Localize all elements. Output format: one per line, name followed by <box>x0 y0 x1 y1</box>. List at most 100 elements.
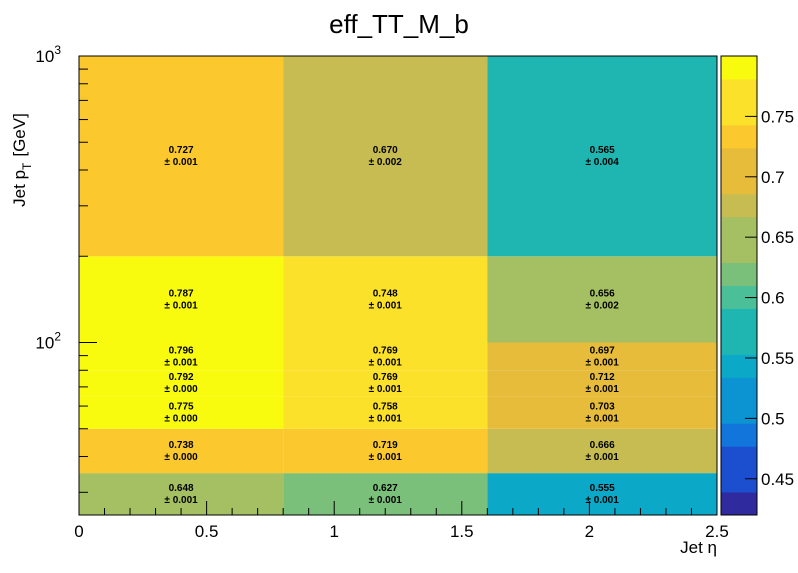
cell-value: 0.565 <box>590 145 615 156</box>
colorbar-segment <box>721 423 757 447</box>
y-axis-label-main: Jet p <box>10 170 29 207</box>
colorbar-segment <box>721 193 757 218</box>
heatmap-cell <box>79 342 284 371</box>
cell-value: 0.627 <box>373 483 398 494</box>
cell-error: ± 0.001 <box>164 495 198 506</box>
plot-frame <box>78 55 718 516</box>
cell-error: ± 0.004 <box>586 157 620 168</box>
svg-text:Jet pT[GeV]: Jet pT [GeV] <box>10 113 34 207</box>
colorbar-segment <box>721 239 757 264</box>
colorbar-tick-label: 0.5 <box>761 409 785 428</box>
cell-error: ± 0.002 <box>369 157 403 168</box>
cell-error: ± 0.001 <box>164 357 198 368</box>
heatmap-cell <box>487 370 717 397</box>
cell-error: ± 0.002 <box>586 300 620 311</box>
cell-value: 0.555 <box>590 483 615 494</box>
cell-error: ± 0.001 <box>369 452 403 463</box>
cell-value: 0.666 <box>590 440 615 451</box>
y-axis-label-unit: [GeV] <box>10 113 29 156</box>
colorbar-tick-label: 0.75 <box>761 107 794 126</box>
cell-error: ± 0.001 <box>369 495 403 506</box>
colorbar-segment <box>721 285 757 309</box>
x-tick-label: 2 <box>585 522 594 541</box>
heatmap-cell <box>79 428 284 474</box>
cell-value: 0.648 <box>169 483 194 494</box>
cell-error: ± 0.001 <box>369 357 403 368</box>
colorbar-segment <box>721 308 757 332</box>
x-tick-label: 1.5 <box>450 522 474 541</box>
cell-value: 0.792 <box>169 372 194 383</box>
colorbar-segment <box>721 492 757 516</box>
colorbar-segment <box>721 101 757 126</box>
cell-error: ± 0.001 <box>164 300 198 311</box>
cell-error: ± 0.001 <box>586 413 620 424</box>
colorbar-tick-label: 0.6 <box>761 289 785 308</box>
colorbar-tick-label: 0.7 <box>761 168 785 187</box>
colorbar-segment <box>721 147 757 172</box>
cell-value: 0.775 <box>169 401 194 412</box>
cell-value: 0.712 <box>590 372 615 383</box>
heatmap-cell <box>79 370 284 397</box>
cell-error: ± 0.001 <box>369 300 403 311</box>
cell-value: 0.787 <box>169 288 194 299</box>
colorbar-tick-label: 0.55 <box>761 349 794 368</box>
cell-error: ± 0.001 <box>586 384 620 395</box>
heatmap-cell <box>487 473 717 515</box>
colorbar-frame <box>720 55 758 516</box>
x-tick-label: 2.5 <box>705 522 729 541</box>
cell-value: 0.719 <box>373 440 398 451</box>
colorbar-segment <box>721 124 757 149</box>
y-tick-label: 102 <box>35 330 61 353</box>
x-tick-label: 0.5 <box>195 522 219 541</box>
cell-value: 0.727 <box>169 145 194 156</box>
colorbar-segment <box>721 262 757 286</box>
y-axis-label-sub: T <box>20 162 34 170</box>
cell-value: 0.758 <box>373 401 398 412</box>
colorbar-segment <box>721 446 757 470</box>
colorbar-segment <box>721 56 757 80</box>
heatmap-cell <box>79 396 284 429</box>
cell-value: 0.670 <box>373 145 398 156</box>
heatmap-cell <box>283 56 488 257</box>
heatmap-cell <box>487 342 717 371</box>
heatmap-cell <box>487 56 717 257</box>
x-axis-label: Jet η <box>680 538 717 557</box>
heatmap-cell <box>283 256 488 343</box>
cell-error: ± 0.001 <box>369 413 403 424</box>
cell-error: ± 0.000 <box>164 413 198 424</box>
cell-value: 0.769 <box>373 345 398 356</box>
colorbar-tick-label: 0.45 <box>761 470 794 489</box>
y-axis-ticks: 102 103 <box>35 43 97 493</box>
colorbar-segment <box>721 400 757 424</box>
y-axis-label: Jet pT [GeV] <box>10 113 34 207</box>
x-axis-ticks: 0 0.5 1 1.5 2 2.5 <box>74 501 729 541</box>
heatmap-cell <box>487 396 717 429</box>
cell-value: 0.796 <box>169 345 194 356</box>
colorbar-segment <box>721 377 757 401</box>
colorbar: 0.45 0.5 0.55 0.6 0.65 0.7 0.75 <box>720 55 794 516</box>
cell-value: 0.748 <box>373 288 398 299</box>
colorbar-segment <box>721 331 757 355</box>
y-tick-label: 103 <box>35 43 61 66</box>
colorbar-segment <box>721 216 757 241</box>
cell-error: ± 0.001 <box>369 384 403 395</box>
cell-value: 0.703 <box>590 401 615 412</box>
cell-value: 0.738 <box>169 440 194 451</box>
cell-value: 0.697 <box>590 345 615 356</box>
heatmap-cell <box>283 428 488 474</box>
heatmap-cell <box>487 428 717 474</box>
cell-error: ± 0.000 <box>164 452 198 463</box>
colorbar-segment <box>721 354 757 378</box>
heatmap-cell <box>79 256 284 343</box>
cell-error: ± 0.000 <box>164 384 198 395</box>
heatmap-cells <box>79 56 717 515</box>
heatmap-cell <box>283 396 488 429</box>
cell-error: ± 0.001 <box>164 157 198 168</box>
heatmap-cell <box>79 56 284 257</box>
cell-error: ± 0.001 <box>586 452 620 463</box>
colorbar-segment <box>721 170 757 195</box>
heatmap-cell <box>283 342 488 371</box>
x-tick-label: 1 <box>329 522 338 541</box>
